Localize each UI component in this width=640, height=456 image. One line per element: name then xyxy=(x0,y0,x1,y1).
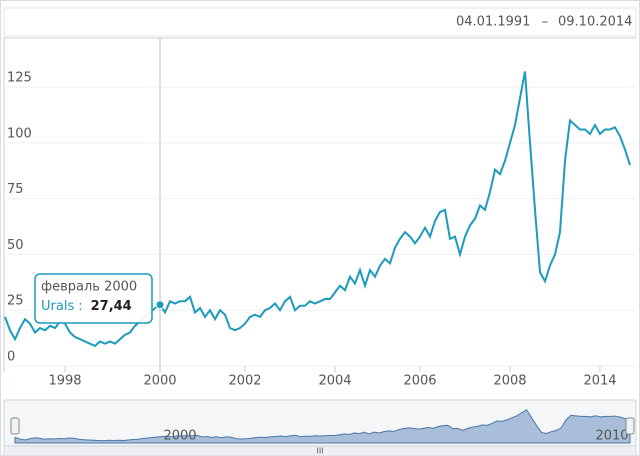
tooltip-title: февраль 2000 xyxy=(41,280,137,295)
navigator-handle[interactable] xyxy=(625,417,635,435)
x-tick-label: 1998 xyxy=(48,374,81,389)
x-tick-label: 2000 xyxy=(143,374,176,389)
tooltip-value: 27,44 xyxy=(91,299,132,314)
tooltip-separator: : xyxy=(78,299,82,314)
navigator-handle[interactable] xyxy=(10,417,20,435)
navigator-area xyxy=(14,409,631,444)
range-from: 04.01.1991 xyxy=(456,15,530,30)
y-tick-label: 100 xyxy=(7,126,32,141)
x-tick-label: 2002 xyxy=(228,374,261,389)
tooltip-value-line: Urals:27,44 xyxy=(41,299,132,314)
y-tick-label: 125 xyxy=(7,71,32,86)
y-tick-label: 25 xyxy=(7,294,24,309)
range-header xyxy=(3,7,637,37)
tooltip xyxy=(34,273,153,324)
y-tick-label: 75 xyxy=(7,182,24,197)
scrollbar-grip: III xyxy=(316,447,323,456)
navigator-label: 2010 xyxy=(595,429,628,444)
navigator-label: 2000 xyxy=(163,429,196,444)
series-line xyxy=(4,71,631,348)
range-to: 09.10.2014 xyxy=(558,15,632,30)
x-tick-label: 2006 xyxy=(403,374,436,389)
x-tick-label: 2014 xyxy=(583,374,616,389)
tooltip-series: Urals xyxy=(41,299,74,314)
range-separator: – xyxy=(542,15,549,30)
x-tick-label: 2004 xyxy=(318,374,351,389)
y-tick-label: 0 xyxy=(7,350,15,365)
y-tick-label: 50 xyxy=(7,238,24,253)
hover-point xyxy=(155,300,165,310)
scrollbar[interactable] xyxy=(3,445,637,456)
x-tick-label: 2008 xyxy=(493,374,526,389)
